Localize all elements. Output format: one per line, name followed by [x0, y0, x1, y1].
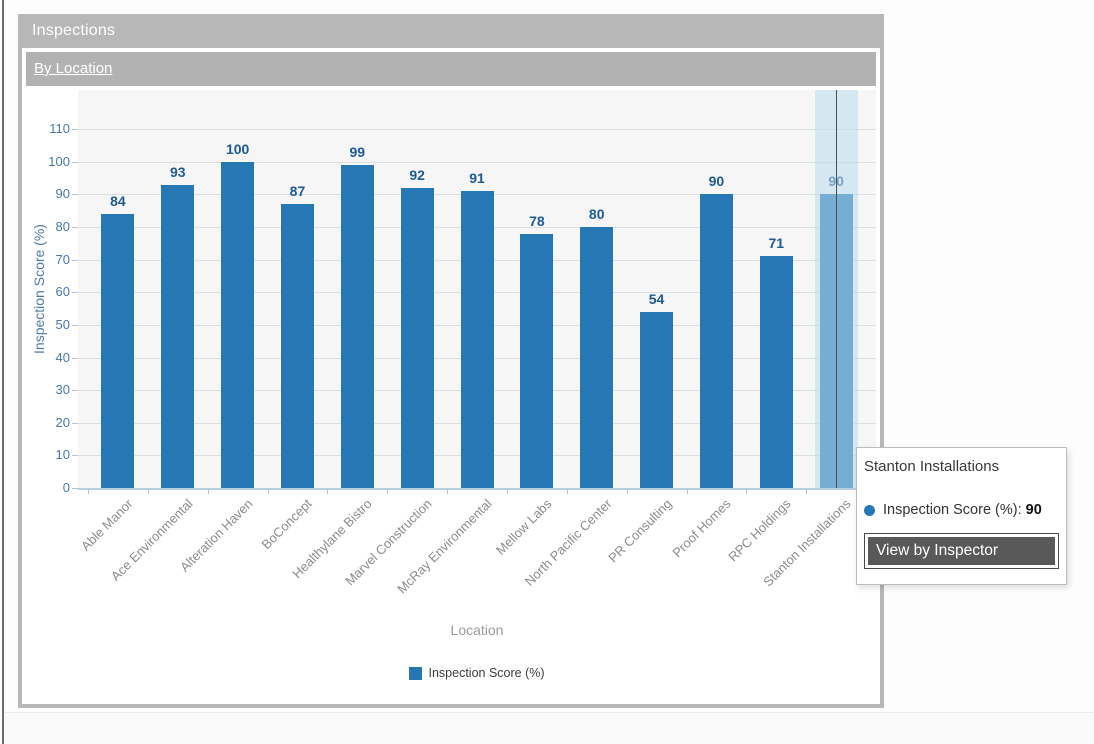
bar-value-label: 92 [409, 166, 425, 183]
y-tick-mark [72, 227, 78, 229]
bar-value-label: 93 [169, 163, 186, 180]
bar-value-label: 91 [469, 170, 485, 187]
y-tick-label: 0 [62, 480, 70, 495]
chart-bar[interactable] [221, 161, 255, 488]
legend-item[interactable]: Inspection Score (%) [78, 666, 876, 680]
tooltip-title: Stanton Installations [864, 458, 1000, 475]
tooltip-series-row: Inspection Score (%): 90 [864, 502, 1059, 518]
y-tick-mark [72, 292, 78, 294]
window-body: By Location Inspection Score (%) Locatio… [18, 48, 884, 708]
x-tick-mark [506, 489, 508, 494]
y-tick-label: 40 [55, 349, 70, 365]
y-tick-mark [72, 390, 78, 392]
x-tick-mark [387, 489, 389, 494]
x-tick-mark [147, 489, 149, 494]
legend-label: Inspection Score (%) [428, 666, 545, 680]
inspections-window: Inspections By Location Inspection Score… [18, 14, 884, 708]
chart-bar[interactable] [520, 233, 554, 488]
chart-bar[interactable] [580, 227, 614, 488]
tooltip-value: 90 [1025, 502, 1042, 518]
y-tick-label: 90 [55, 186, 70, 202]
bar-value-label: 71 [768, 235, 785, 252]
tooltip-series-label: Inspection Score (%): [883, 502, 1022, 518]
bar-value-label: 84 [110, 192, 126, 209]
bar-value-label: 100 [225, 140, 250, 157]
x-tick-mark [88, 489, 89, 494]
x-tick-mark [566, 489, 568, 494]
page-left-border [2, 0, 4, 744]
y-tick-label: 50 [55, 316, 70, 332]
bar-value-label: 87 [289, 183, 306, 200]
y-tick-label: 20 [55, 414, 70, 430]
bar-value-label: 54 [648, 290, 665, 307]
subtitle-bar: By Location [26, 52, 876, 86]
chart-bar[interactable] [699, 194, 733, 488]
x-axis-line [78, 488, 876, 490]
by-location-link[interactable]: By Location [34, 60, 113, 77]
y-tick-mark [72, 259, 78, 261]
window-titlebar: Inspections [18, 14, 884, 48]
chart-tooltip: Stanton Installations Inspection Score (… [856, 447, 1067, 585]
y-tick-mark [72, 422, 78, 424]
legend-swatch [409, 666, 423, 680]
gridline [78, 161, 876, 163]
bar-chart: Inspection Score (%) Location Inspection… [26, 86, 876, 704]
x-tick-mark [686, 489, 688, 494]
page-bottom-strip [4, 712, 1094, 744]
y-tick-label: 60 [55, 284, 70, 300]
bar-value-label: 99 [349, 144, 366, 161]
y-tick-mark [72, 194, 78, 196]
bar-value-label: 80 [588, 206, 605, 223]
y-tick-mark [72, 129, 78, 131]
chart-bar[interactable] [460, 191, 494, 488]
bar-value-label: 90 [708, 173, 725, 190]
y-tick-label: 70 [55, 251, 70, 267]
chart-bar[interactable] [340, 165, 374, 488]
crosshair-line [836, 90, 838, 488]
chart-bar[interactable] [759, 256, 793, 488]
window-title: Inspections [32, 22, 116, 39]
gridline [78, 129, 876, 131]
y-tick-mark [72, 455, 78, 457]
y-tick-mark [72, 161, 78, 163]
y-tick-label: 80 [55, 219, 70, 235]
chart-bar[interactable] [101, 213, 135, 488]
x-tick-mark [267, 489, 269, 494]
x-tick-mark [806, 489, 808, 494]
bar-value-label: 78 [529, 212, 545, 229]
chart-bar[interactable] [161, 184, 195, 488]
y-tick-label: 10 [55, 447, 70, 463]
y-tick-label: 100 [48, 153, 70, 169]
x-tick-mark [447, 489, 449, 494]
x-tick-mark [626, 489, 628, 494]
chart-bar[interactable] [640, 311, 674, 488]
chart-bar[interactable] [400, 187, 434, 488]
view-by-inspector-button[interactable]: View by Inspector [868, 537, 1055, 565]
y-tick-label: 30 [55, 382, 70, 398]
x-axis-title: Location [450, 622, 504, 638]
x-tick-mark [327, 489, 329, 494]
y-tick-mark [72, 357, 78, 359]
chart-bar[interactable] [280, 204, 314, 488]
x-tick-mark [207, 489, 209, 494]
y-tick-mark [72, 488, 78, 489]
y-tick-label: 110 [49, 121, 70, 137]
y-tick-mark [72, 324, 78, 326]
x-tick-mark [746, 489, 748, 494]
view-by-inspector-button-frame: View by Inspector [864, 533, 1059, 569]
series-bullet-icon [864, 504, 875, 516]
